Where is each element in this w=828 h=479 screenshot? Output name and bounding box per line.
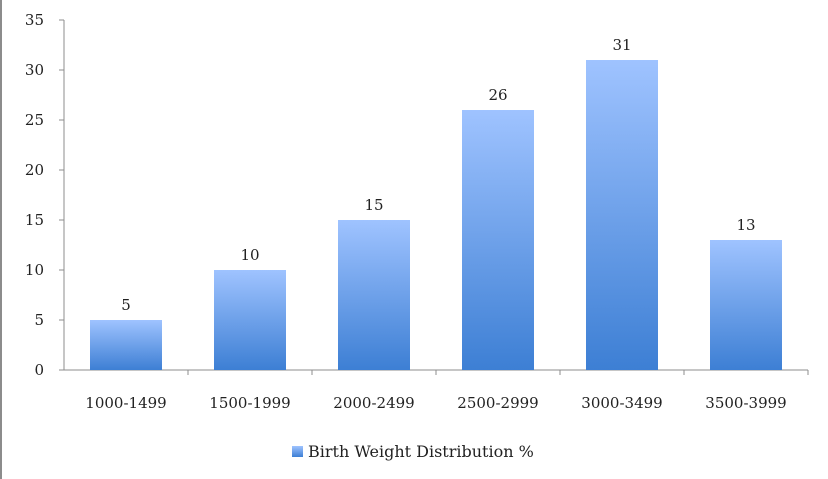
bar [214, 270, 286, 370]
data-label: 31 [612, 36, 631, 54]
y-tick-label: 15 [25, 211, 44, 229]
x-tick-label: 3000-3499 [581, 394, 662, 412]
x-tick-label: 1500-1999 [209, 394, 290, 412]
y-tick-label: 0 [34, 361, 44, 379]
x-tick-label: 1000-1499 [85, 394, 166, 412]
legend: Birth Weight Distribution % [292, 442, 534, 461]
bar [710, 240, 782, 370]
legend-label: Birth Weight Distribution % [308, 442, 534, 461]
frame-left-border [0, 0, 2, 479]
bar [586, 60, 658, 370]
bar [462, 110, 534, 370]
data-label: 26 [488, 86, 507, 104]
data-label: 13 [736, 216, 755, 234]
y-tick-label: 25 [25, 111, 44, 129]
x-tick-label: 2000-2499 [333, 394, 414, 412]
x-tick-label: 3500-3999 [705, 394, 786, 412]
y-tick-label: 10 [25, 261, 44, 279]
y-tick-label: 5 [34, 311, 44, 329]
y-tick-label: 20 [25, 161, 44, 179]
bars: 5 10 15 26 31 13 [90, 36, 782, 370]
legend-swatch [292, 446, 303, 457]
x-tick-label: 2500-2999 [457, 394, 538, 412]
y-tick-label: 35 [25, 11, 44, 29]
bar [90, 320, 162, 370]
data-label: 5 [121, 296, 131, 314]
x-axis: 1000-1499 1500-1999 2000-2499 2500-2999 3000… [64, 369, 809, 412]
bar [338, 220, 410, 370]
y-tick-label: 30 [25, 61, 44, 79]
data-label: 15 [364, 196, 383, 214]
data-label: 10 [240, 246, 259, 264]
y-axis: 0 5 10 15 20 25 30 35 [25, 11, 65, 379]
